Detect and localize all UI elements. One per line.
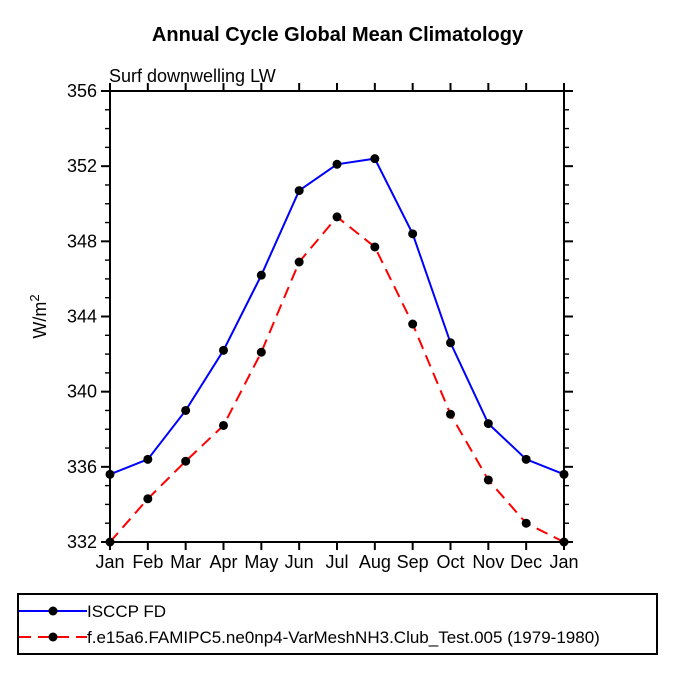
data-point-marker (521, 454, 531, 464)
data-point-marker (294, 257, 304, 267)
x-tick-label: Oct (436, 552, 464, 572)
data-point-marker (408, 319, 418, 329)
legend-entry-model: f.e15a6.FAMIPC5.ne0np4-VarMeshNH3.Club_T… (19, 627, 656, 647)
data-point-marker (219, 345, 228, 355)
data-point-marker (143, 494, 153, 504)
data-point-marker (559, 537, 569, 547)
x-tick-label: May (244, 552, 278, 572)
data-point-marker (219, 420, 228, 430)
x-tick-label: Sep (397, 552, 429, 572)
x-tick-label: Nov (472, 552, 504, 572)
x-tick-label: Jan (549, 552, 578, 572)
data-point-marker (181, 405, 191, 415)
x-tick-label: Mar (170, 552, 201, 572)
legend-marker-icon (48, 606, 58, 616)
data-point-marker (559, 469, 569, 479)
data-point-marker (256, 270, 266, 280)
data-point-marker (105, 537, 115, 547)
plot-area: Jan Feb Mar Apr May Jun Jul Aug Sep Oct Nov Dec Jan3… (27, 81, 579, 572)
data-point-marker (446, 338, 455, 348)
data-point-marker (446, 409, 455, 419)
data-point-marker (370, 154, 380, 164)
data-point-marker (370, 242, 380, 252)
y-tick-label: 352 (67, 156, 97, 176)
y-tick-label: 336 (67, 457, 97, 477)
y-tick-label: 356 (67, 81, 97, 101)
y-tick-label: 340 (67, 382, 97, 402)
x-tick-label: Jul (325, 552, 348, 572)
data-point-marker (521, 518, 531, 528)
data-point-marker (483, 475, 493, 485)
data-point-marker (294, 186, 304, 196)
data-point-marker (143, 454, 153, 464)
data-point-marker (332, 212, 342, 222)
legend: ISCCP FD f.e15a6.FAMIPC5.ne0np4-VarMeshN… (17, 593, 658, 655)
x-tick-label: Jun (285, 552, 314, 572)
legend-line-sample-dashed-icon (19, 632, 87, 642)
data-point-marker (483, 419, 493, 429)
series-line-1 (109, 215, 565, 543)
legend-marker-icon (48, 632, 58, 642)
chart-subtitle: Surf downwelling LW (109, 66, 276, 86)
data-point-marker (105, 469, 115, 479)
series-line-0 (109, 157, 565, 476)
x-tick-label: Feb (132, 552, 163, 572)
legend-line-sample-solid-icon (19, 606, 87, 616)
x-tick-label: Jan (95, 552, 124, 572)
chart-title: Annual Cycle Global Mean Climatology (151, 24, 524, 46)
data-point-marker (332, 159, 342, 169)
y-tick-label: 344 (67, 307, 97, 327)
y-tick-label: 332 (67, 532, 97, 552)
legend-entry-obs: ISCCP FD (19, 601, 656, 621)
y-axis-title: W/m2 (27, 294, 50, 338)
data-point-marker (256, 347, 266, 357)
data-point-marker (408, 229, 418, 239)
legend-label-obs: ISCCP FD (87, 601, 167, 621)
x-tick-label: Apr (209, 552, 237, 572)
data-point-marker (181, 456, 191, 466)
x-tick-label: Aug (359, 552, 391, 572)
y-tick-label: 348 (67, 231, 97, 251)
legend-label-model: f.e15a6.FAMIPC5.ne0np4-VarMeshNH3.Club_T… (87, 627, 600, 647)
x-tick-label: Dec (510, 552, 542, 572)
plot-frame (109, 90, 565, 543)
